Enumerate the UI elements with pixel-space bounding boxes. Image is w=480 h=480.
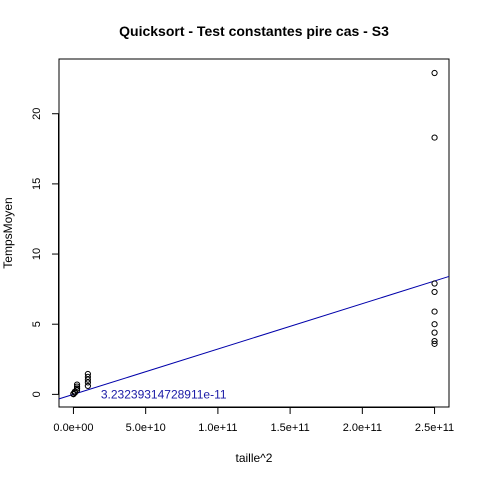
y-tick-label: 10 (31, 248, 43, 260)
chart-title: Quicksort - Test constantes pire cas - S… (119, 23, 389, 39)
slope-annotation: 3.23239314728911e-11 (101, 387, 227, 401)
x-axis-label: taille^2 (236, 451, 273, 465)
x-tick-label: 2.5e+11 (415, 422, 454, 434)
x-tick-label: 1.5e+11 (270, 422, 309, 434)
y-tick-label: 20 (31, 108, 43, 120)
x-tick-label: 2.0e+11 (343, 422, 382, 434)
x-tick-label: 0.0e+00 (53, 422, 93, 434)
x-tick-label: 5.0e+10 (126, 422, 166, 434)
y-tick-label: 5 (31, 321, 43, 327)
y-tick-label: 15 (31, 178, 43, 190)
y-tick-label: 0 (31, 391, 43, 397)
x-tick-label: 1.0e+11 (198, 422, 237, 434)
y-axis-label: TempsMoyen (1, 197, 15, 268)
